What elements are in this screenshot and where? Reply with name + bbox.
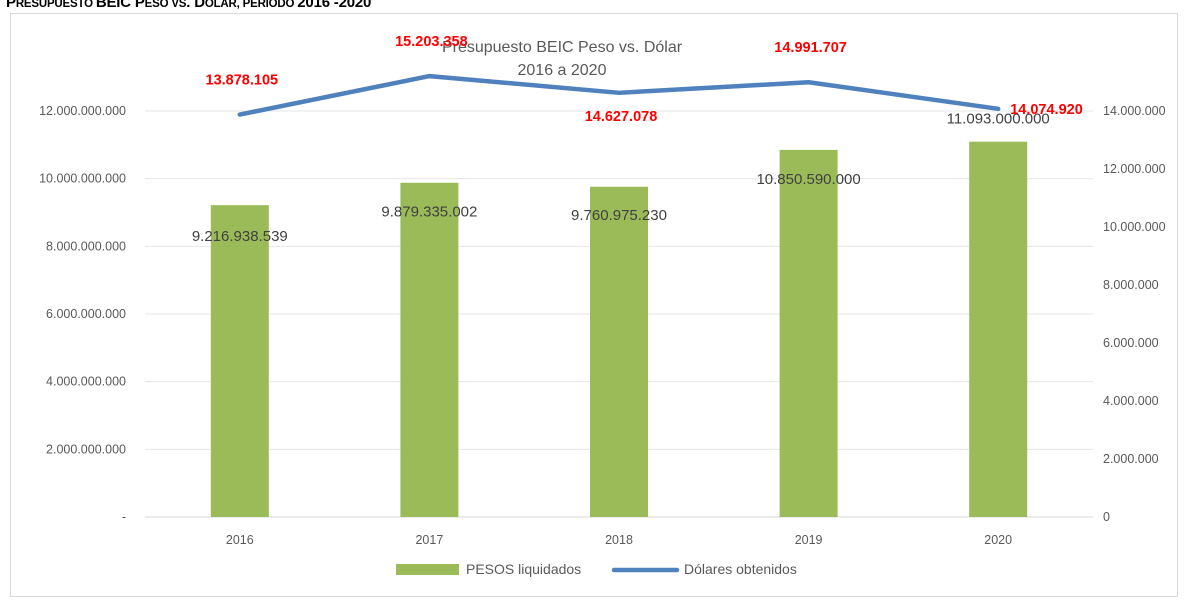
x-tick-label: 2016 — [226, 533, 254, 547]
heading-part6: ÓLAR, PERIODO — [204, 0, 298, 10]
chart-title: Presupuesto BEIC Peso vs. Dólar — [442, 39, 683, 56]
y-right-tick-label: 2.000.000 — [1103, 452, 1159, 466]
y-right-tick-label: 6.000.000 — [1103, 336, 1159, 350]
line-data-label: 14.991.707 — [774, 40, 847, 56]
x-tick-label: 2018 — [605, 533, 633, 547]
bar — [969, 141, 1028, 517]
bar — [590, 186, 648, 518]
page-heading: PRESUPUESTO BEIC PESO VS. DÓLAR, PERIODO… — [6, 0, 371, 11]
axes: - 2.000.000.000 4.000.000.000 6.000.000.000… — [39, 104, 1165, 547]
y-right-tick-label: 12.000.000 — [1103, 162, 1166, 176]
heading-part7: 2016 -2020 — [297, 0, 372, 11]
x-tick-label: 2019 — [795, 533, 823, 547]
bar-data-label: 9.760.975.230 — [571, 207, 667, 224]
y-left-tick-label: 4.000.000.000 — [46, 375, 126, 389]
y-left-tick-label: 8.000.000.000 — [46, 239, 126, 253]
bar-data-label: 10.850.590.000 — [756, 171, 860, 188]
bar — [400, 182, 459, 518]
series-line — [237, 73, 1001, 117]
bar-data-label: 9.879.335.002 — [381, 204, 477, 221]
y-left-tick-label: - — [122, 510, 126, 524]
bar-series — [210, 141, 1028, 518]
y-right-tick-label: 0 — [1103, 510, 1110, 524]
chart-subtitle: 2016 a 2020 — [518, 62, 607, 79]
heading-part3: BEIC P — [95, 0, 145, 11]
y-right-tick-label: 14.000.000 — [1103, 104, 1166, 118]
heading-part2: RESUPUESTO — [15, 0, 96, 10]
heading-part1: P — [6, 0, 16, 11]
y-right-tick-label: 8.000.000 — [1103, 278, 1159, 292]
x-tick-label: 2017 — [415, 533, 443, 547]
line-data-label: 14.074.920 — [1010, 102, 1083, 118]
y-left-tick-label: 2.000.000.000 — [46, 442, 126, 456]
y-right-tick-label: 10.000.000 — [1103, 220, 1166, 234]
line-data-label: 15.203.358 — [395, 34, 468, 50]
legend: PESOS liquidados Dólares obtenidos — [396, 561, 797, 577]
bar-data-label: 9.216.938.539 — [192, 228, 288, 245]
y-left-tick-label: 10.000.000.000 — [39, 172, 126, 186]
data-labels: 9.216.938.539 9.879.335.002 9.760.975.230 1… — [192, 34, 1083, 245]
x-tick-label: 2020 — [984, 533, 1012, 547]
heading-part5: . D — [186, 0, 205, 11]
bar — [210, 205, 269, 517]
legend-label-bars: PESOS liquidados — [466, 561, 581, 577]
heading-part4: ESO VS — [144, 0, 187, 10]
combo-chart: Presupuesto BEIC Peso vs. Dólar 2016 a 2… — [39, 34, 1165, 577]
legend-swatch-bars — [396, 564, 459, 575]
bar — [779, 149, 838, 517]
line-data-label: 13.878.105 — [206, 73, 279, 89]
legend-label-line: Dólares obtenidos — [684, 561, 797, 577]
y-left-tick-label: 12.000.000.000 — [39, 104, 126, 118]
line-series — [237, 73, 1001, 117]
line-data-label: 14.627.078 — [585, 109, 658, 125]
chart-frame: Presupuesto BEIC Peso vs. Dólar 2016 a 2… — [10, 13, 1178, 597]
y-right-tick-label: 4.000.000 — [1103, 394, 1159, 408]
y-left-tick-label: 6.000.000.000 — [46, 307, 126, 321]
bar-data-label: 11.093.000.000 — [947, 111, 1050, 128]
